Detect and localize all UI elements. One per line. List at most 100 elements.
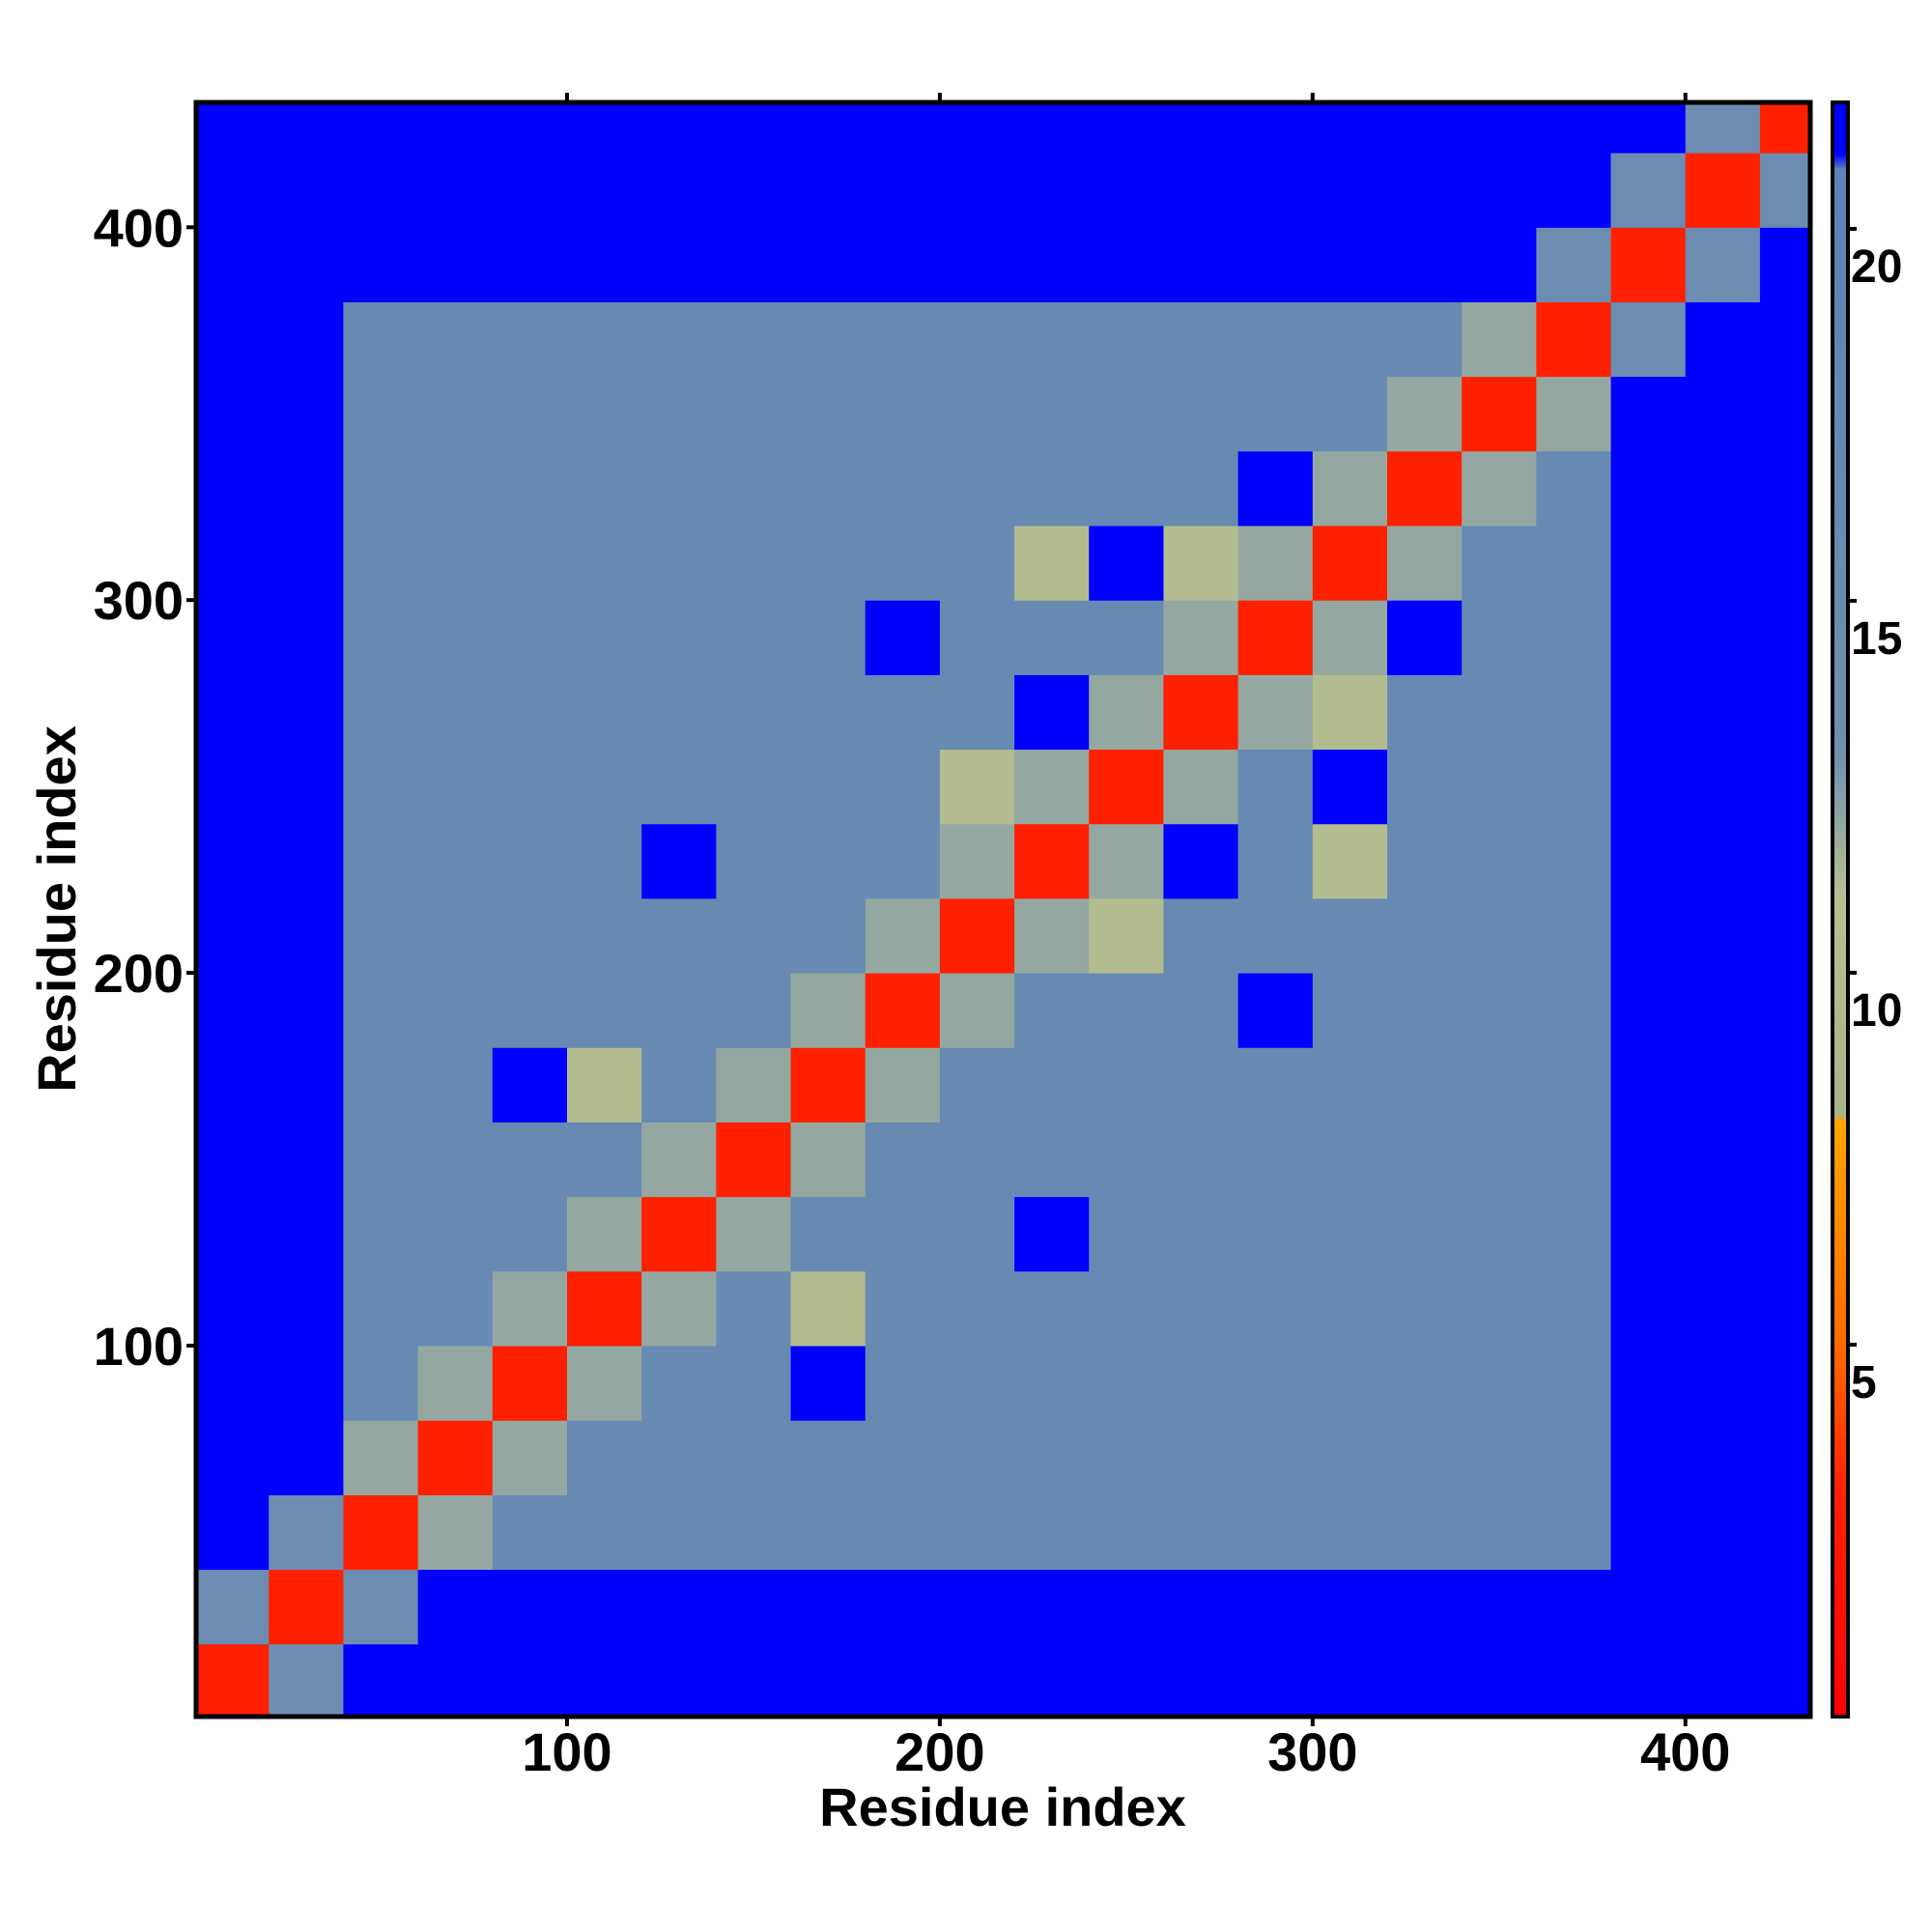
heatmap-cell xyxy=(343,897,419,974)
heatmap-cell xyxy=(492,749,568,825)
heatmap-cell xyxy=(939,1346,1015,1421)
heatmap-cell xyxy=(417,600,494,675)
heatmap-cell xyxy=(865,227,941,302)
heatmap-cell xyxy=(417,1420,494,1495)
heatmap-cell xyxy=(939,600,1015,675)
heatmap-cell xyxy=(343,973,419,1048)
heatmap-cell xyxy=(417,1569,494,1645)
heatmap-cell xyxy=(1163,102,1239,154)
heatmap-cell xyxy=(790,526,867,601)
heatmap-cell xyxy=(269,823,344,899)
heatmap-cell xyxy=(566,600,642,675)
heatmap-cell xyxy=(343,823,419,899)
heatmap-cell xyxy=(1014,973,1090,1048)
heatmap-cell xyxy=(790,376,867,452)
heatmap-cell xyxy=(343,1643,419,1717)
heatmap-cell xyxy=(492,301,568,378)
heatmap-cell xyxy=(1312,674,1388,751)
heatmap-cell xyxy=(343,749,419,825)
heatmap-cell xyxy=(1089,1196,1164,1272)
heatmap-cell xyxy=(492,526,568,601)
heatmap-cell xyxy=(1014,102,1090,154)
heatmap-cell xyxy=(269,973,344,1048)
heatmap-cell xyxy=(939,1270,1015,1347)
heatmap-cell xyxy=(641,153,717,228)
heatmap-cell xyxy=(1312,1047,1388,1122)
heatmap-cell xyxy=(865,823,941,899)
heatmap-cell xyxy=(1536,1047,1612,1122)
x-tick-label: 300 xyxy=(1267,1721,1357,1782)
heatmap-cell xyxy=(417,973,494,1048)
colorbar-tick-label: 10 xyxy=(1851,985,1902,1037)
heatmap-cell xyxy=(1386,450,1463,526)
heatmap-cell xyxy=(1610,450,1687,526)
heatmap-cell xyxy=(196,450,270,526)
heatmap-cell xyxy=(1312,897,1388,974)
heatmap-cell xyxy=(641,526,717,601)
heatmap-cell xyxy=(196,1346,270,1421)
heatmap-cell xyxy=(1089,600,1164,675)
heatmap-cell xyxy=(1536,1196,1612,1272)
heatmap-cell xyxy=(1462,1569,1537,1645)
heatmap-cell xyxy=(566,749,642,825)
heatmap-cell xyxy=(641,1196,717,1272)
heatmap-cell xyxy=(1014,1270,1090,1347)
heatmap-cell xyxy=(196,823,270,899)
heatmap-cell xyxy=(566,897,642,974)
heatmap-cell xyxy=(1386,227,1463,302)
heatmap-cell xyxy=(939,674,1015,751)
heatmap-cell xyxy=(343,674,419,751)
heatmap-cell xyxy=(939,1494,1015,1571)
heatmap-cell xyxy=(1163,227,1239,302)
heatmap-cell xyxy=(343,450,419,526)
heatmap-cell xyxy=(1536,1643,1612,1717)
heatmap-cell xyxy=(939,450,1015,526)
heatmap-cell xyxy=(1536,897,1612,974)
heatmap-cell xyxy=(1759,1047,1810,1122)
heatmap-cell xyxy=(566,301,642,378)
heatmap-cell xyxy=(1685,1196,1761,1272)
heatmap-cell xyxy=(566,102,642,154)
heatmap-cell xyxy=(865,153,941,228)
heatmap-cell xyxy=(716,376,792,452)
heatmap-cell xyxy=(1536,1569,1612,1645)
heatmap-cell xyxy=(1089,1122,1164,1198)
heatmap-cell xyxy=(1536,153,1612,228)
heatmap-cell xyxy=(641,897,717,974)
heatmap-cell xyxy=(641,376,717,452)
heatmap-cell xyxy=(1386,1047,1463,1122)
heatmap-cell xyxy=(865,526,941,601)
heatmap-cell xyxy=(1386,1420,1463,1495)
heatmap-cell xyxy=(1462,1047,1537,1122)
heatmap-cell xyxy=(1089,1047,1164,1122)
heatmap-cell xyxy=(1163,301,1239,378)
heatmap-cell xyxy=(269,227,344,302)
heatmap-cell xyxy=(1610,153,1687,228)
heatmap-cell xyxy=(790,1270,867,1347)
heatmap-cell xyxy=(566,227,642,302)
heatmap-cell xyxy=(1312,973,1388,1048)
heatmap-cell xyxy=(1386,301,1463,378)
heatmap-cell xyxy=(1312,1643,1388,1717)
heatmap-cell xyxy=(865,749,941,825)
colorbar xyxy=(1831,100,1850,1719)
heatmap-cell xyxy=(492,823,568,899)
heatmap-cell xyxy=(1014,376,1090,452)
heatmap-cell xyxy=(566,1122,642,1198)
heatmap-cell xyxy=(1759,973,1810,1048)
heatmap-cell xyxy=(1312,600,1388,675)
heatmap-cell xyxy=(1089,1346,1164,1421)
heatmap-cell xyxy=(1759,1420,1810,1495)
heatmap-cell xyxy=(1014,749,1090,825)
heatmap-cell xyxy=(269,102,344,154)
heatmap-cell xyxy=(790,823,867,899)
heatmap-cell xyxy=(196,227,270,302)
heatmap-cell xyxy=(269,1420,344,1495)
heatmap-cell xyxy=(790,153,867,228)
heatmap-cell xyxy=(269,450,344,526)
heatmap-cell xyxy=(716,749,792,825)
heatmap-cell xyxy=(1237,897,1314,974)
heatmap-cell xyxy=(492,153,568,228)
heatmap-cell xyxy=(196,600,270,675)
heatmap-cell xyxy=(1536,1346,1612,1421)
